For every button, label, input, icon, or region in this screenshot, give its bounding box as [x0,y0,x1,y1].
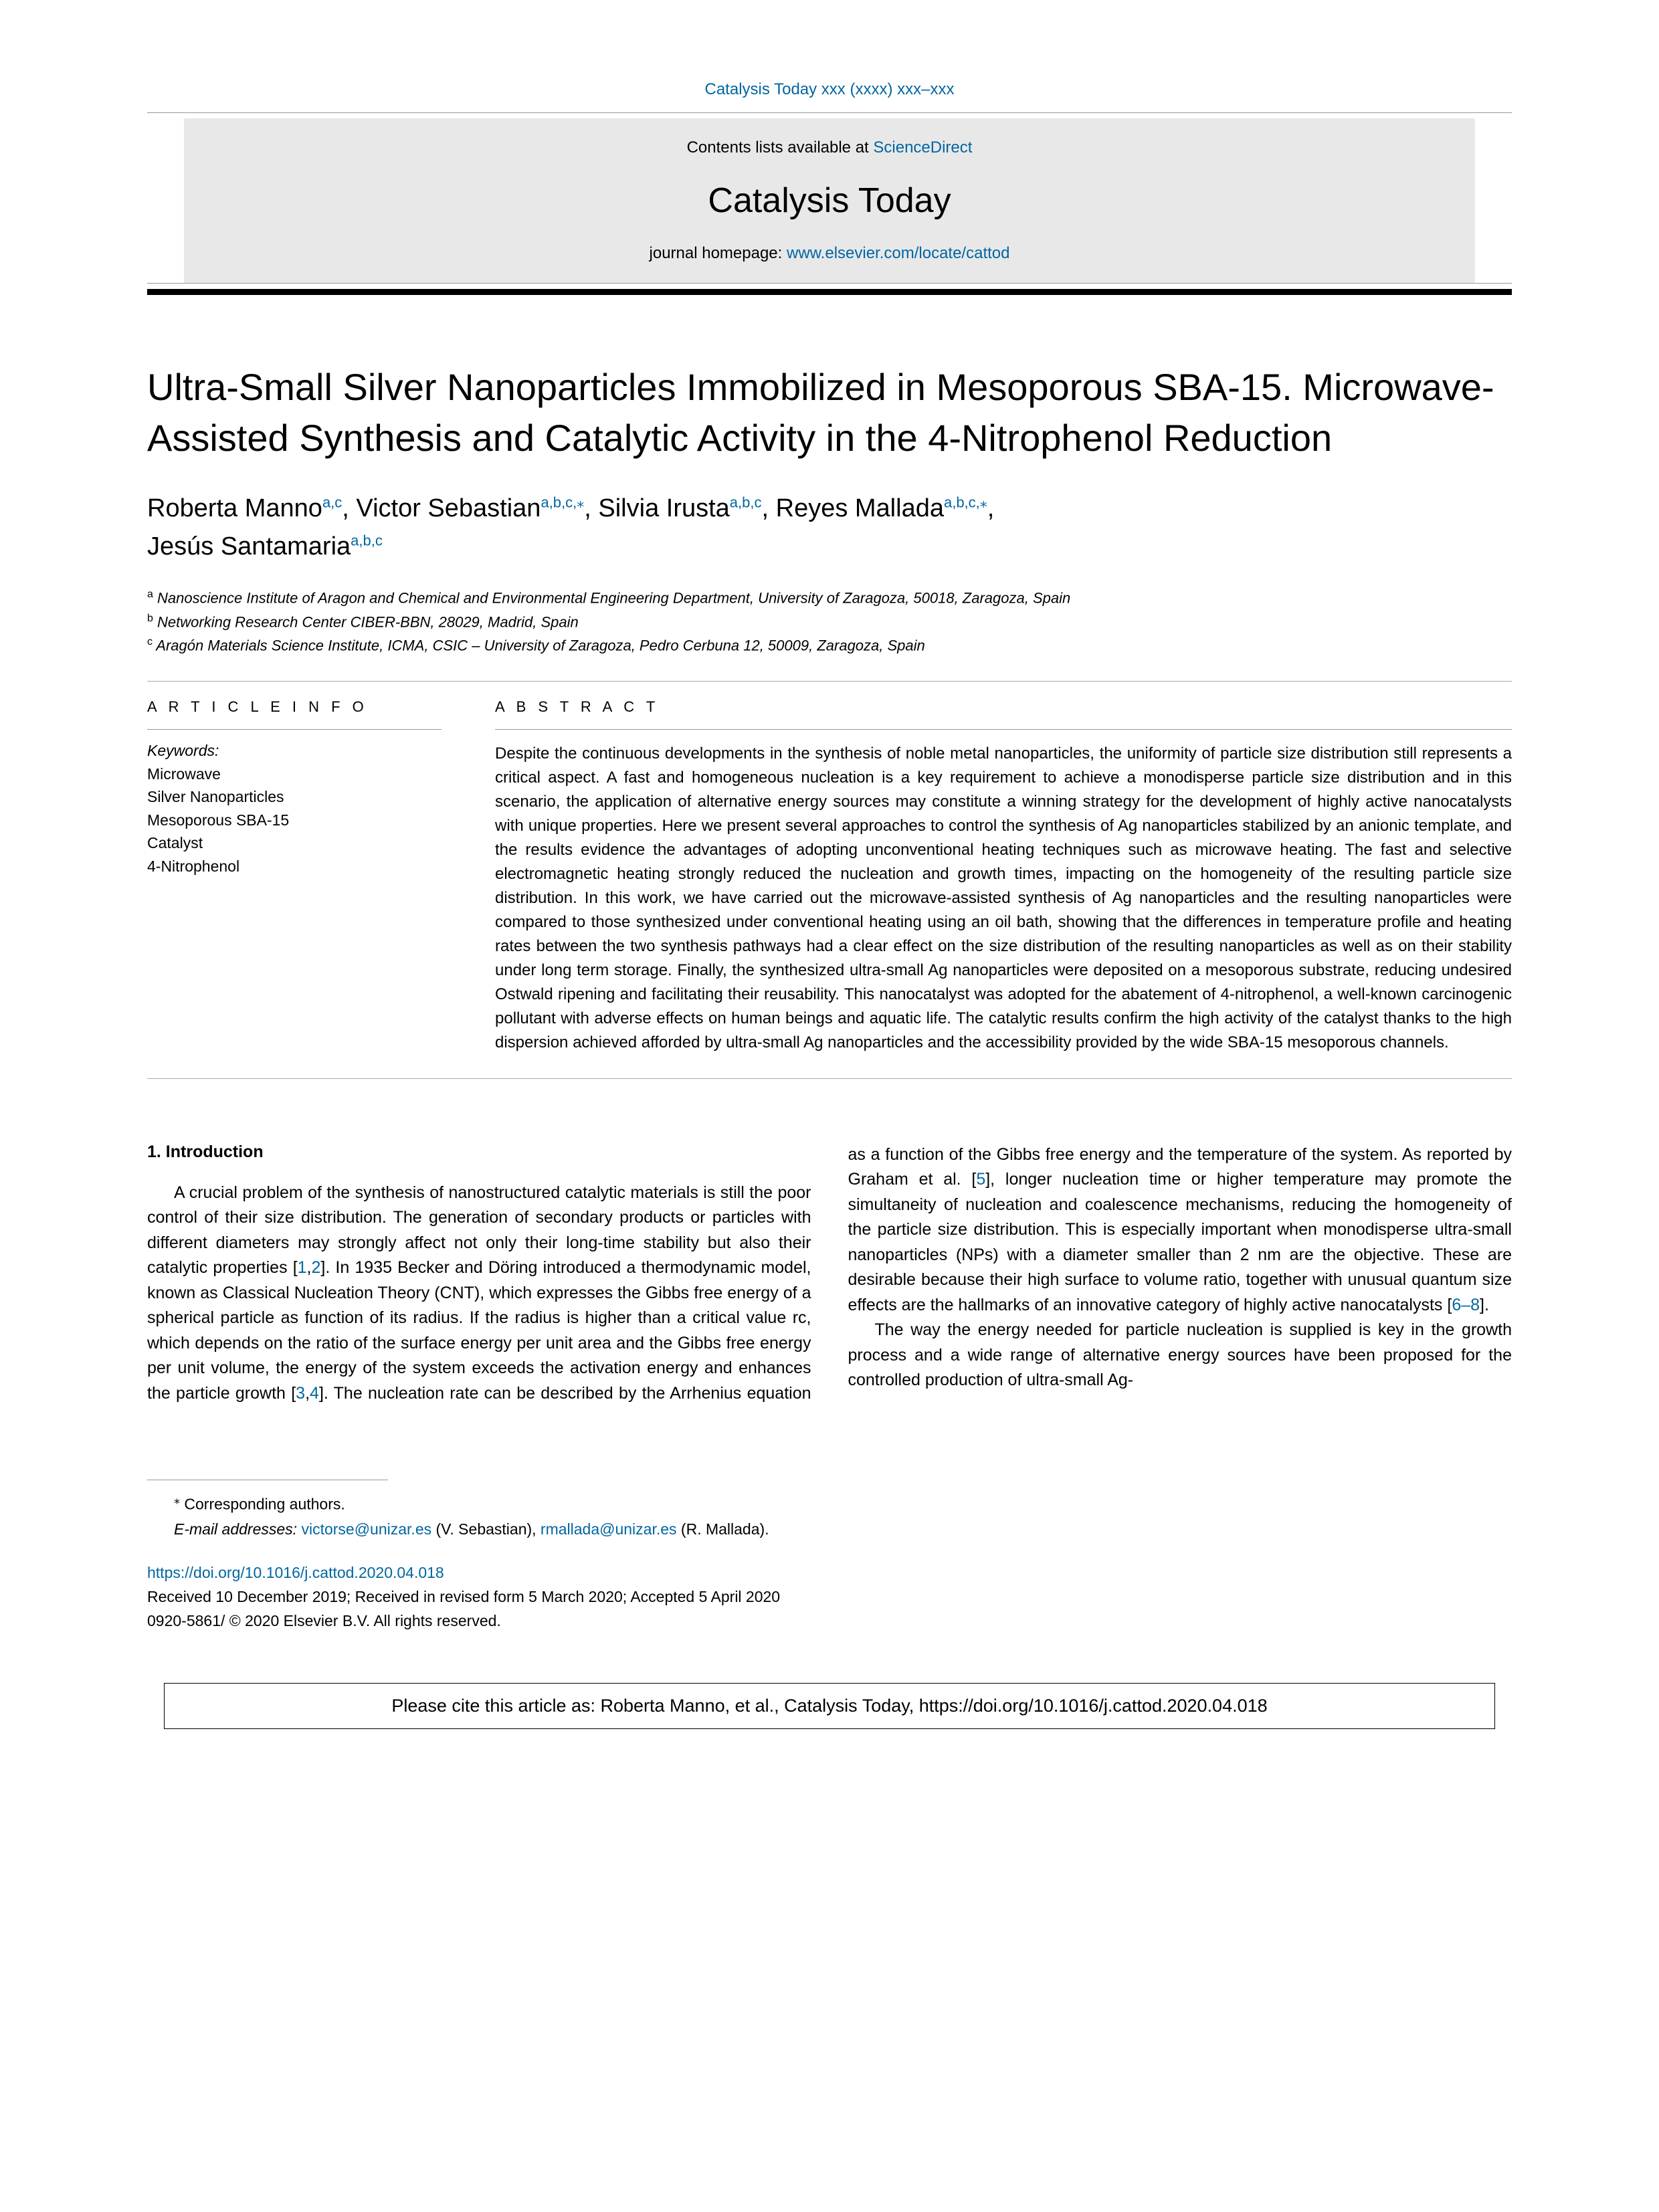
keywords-label: Keywords: [147,742,442,760]
homepage-prefix: journal homepage: [650,244,787,262]
affiliation-c: Aragón Materials Science Institute, ICMA… [156,637,924,654]
affiliations-block: a Nanoscience Institute of Aragon and Ch… [147,586,1512,658]
section-1-heading: 1. Introduction [147,1142,811,1162]
ref-3[interactable]: 3 [296,1384,305,1403]
ref-2[interactable]: 2 [312,1258,321,1277]
email-1-name: (V. Sebastian), [431,1520,541,1538]
abstract-text: Despite the continuous developments in t… [495,742,1512,1055]
author-2: Victor Sebastian [356,494,541,522]
journal-header-box: Contents lists available at ScienceDirec… [184,118,1475,283]
ref-1[interactable]: 1 [298,1258,307,1277]
rule-under-header [147,283,1512,284]
author-5: Jesús Santamaria [147,532,351,561]
cite-this-article-box: Please cite this article as: Roberta Man… [164,1683,1495,1729]
authors-block: Roberta Mannoa,c, Victor Sebastiana,b,c,… [147,490,1512,566]
affiliation-b: Networking Research Center CIBER-BBN, 28… [157,613,579,630]
rule-below-abstract [147,1078,1512,1079]
running-head-citation: Catalysis Today xxx (xxxx) xxx–xxx [147,80,1512,99]
email-2-name: (R. Mallada). [677,1520,769,1538]
article-info-column: A R T I C L E I N F O Keywords: Microwav… [147,698,442,1055]
author-4-aff[interactable]: a,b,c,⁎ [944,494,987,511]
rule-top [147,112,1512,113]
author-5-aff[interactable]: a,b,c [351,532,383,549]
affiliation-a: Nanoscience Institute of Aragon and Chem… [157,590,1070,607]
ref-6-8[interactable]: 6–8 [1452,1296,1480,1314]
copyright-line: 0920-5861/ © 2020 Elsevier B.V. All righ… [147,1609,1512,1633]
homepage-link[interactable]: www.elsevier.com/locate/cattod [787,244,1009,262]
rule-above-abstract [147,681,1512,682]
contents-line: Contents lists available at ScienceDirec… [184,138,1475,157]
author-3-aff[interactable]: a,b,c [730,494,762,511]
rule-thick [147,289,1512,295]
ref-5[interactable]: 5 [976,1170,985,1189]
p1-g: ]. [1480,1296,1489,1314]
rule-abstract-mini [495,729,1512,730]
sciencedirect-link[interactable]: ScienceDirect [873,138,972,157]
author-4: Reyes Mallada [776,494,944,522]
abstract-label: A B S T R A C T [495,698,1512,716]
doi-link[interactable]: https://doi.org/10.1016/j.cattod.2020.04… [147,1564,444,1581]
article-info-label: A R T I C L E I N F O [147,698,442,716]
ref-4[interactable]: 4 [310,1384,319,1403]
author-2-aff[interactable]: a,b,c,⁎ [541,494,584,511]
body-columns: 1. Introduction A crucial problem of the… [147,1142,1512,1407]
received-line: Received 10 December 2019; Received in r… [147,1585,1512,1609]
abstract-column: A B S T R A C T Despite the continuous d… [495,698,1512,1055]
article-title: Ultra-Small Silver Nanoparticles Immobil… [147,362,1512,463]
p1-d: , [305,1384,310,1403]
p1-c: ]. In 1935 Becker and Döring introduced … [147,1258,811,1403]
author-1: Roberta Manno [147,494,322,522]
doi-block: https://doi.org/10.1016/j.cattod.2020.04… [147,1561,1512,1633]
rule-info-mini [147,729,442,730]
footnote-block: ⁎ Corresponding authors. E-mail addresse… [147,1490,1512,1541]
email-1[interactable]: victorse@unizar.es [301,1520,431,1538]
corresponding-label: Corresponding authors. [184,1496,345,1513]
author-1-aff[interactable]: a,c [322,494,342,511]
p1-b: , [307,1258,312,1277]
email-2[interactable]: rmallada@unizar.es [541,1520,677,1538]
email-label: E-mail addresses: [174,1520,297,1538]
info-abstract-row: A R T I C L E I N F O Keywords: Microwav… [147,698,1512,1055]
keywords-list: Microwave Silver Nanoparticles Mesoporou… [147,763,442,878]
journal-name: Catalysis Today [184,181,1475,221]
author-3: Silvia Irusta [598,494,729,522]
p1-f: ], longer nucleation time or higher temp… [848,1170,1512,1314]
homepage-line: journal homepage: www.elsevier.com/locat… [184,244,1475,263]
contents-prefix: Contents lists available at [687,138,874,157]
intro-paragraph-2: The way the energy needed for particle n… [848,1318,1512,1393]
